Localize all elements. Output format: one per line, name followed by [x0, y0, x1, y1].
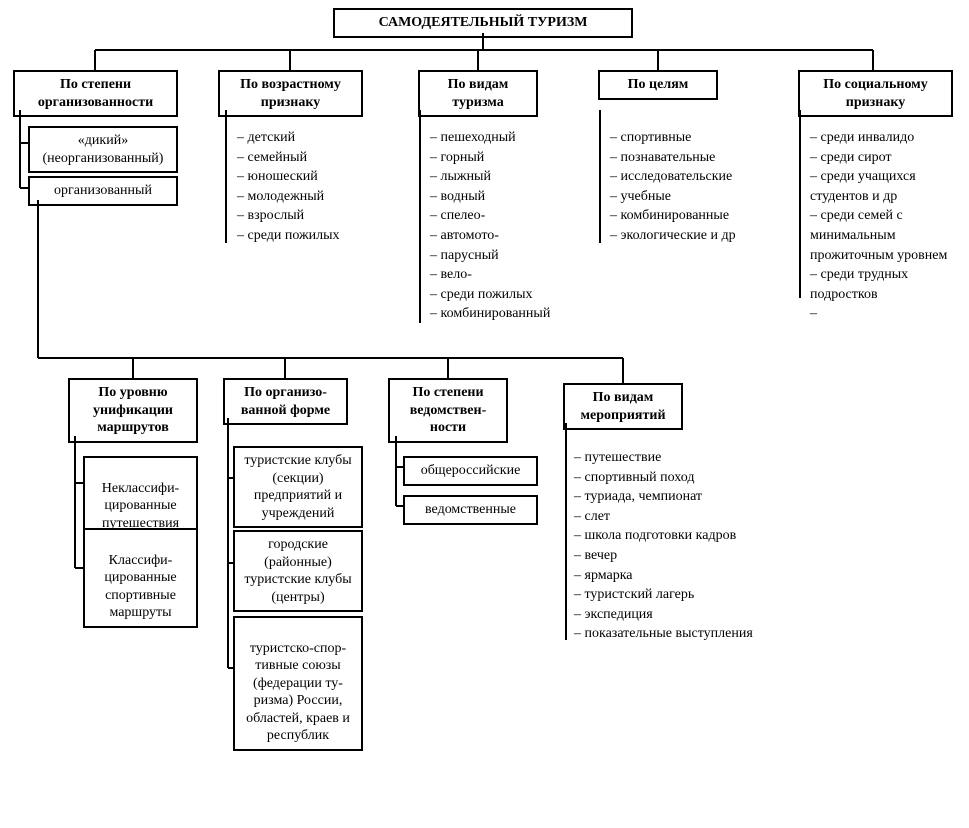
branch1-list: детский семейный юношеский молодежный вз… — [233, 126, 383, 246]
sub-header-1: По организо- ванной форме — [223, 378, 348, 425]
sub2-box1: ведомственные — [403, 495, 538, 525]
branch-header-3: По целям — [598, 70, 718, 100]
sub1-box0: туристские клубы (секции) предприятий и … — [233, 446, 363, 528]
branch2-list: пешеходный горный лыжный водный спелео- … — [426, 126, 586, 324]
sub3-list: путешествие спортивный поход туриада, че… — [570, 446, 800, 644]
sub1-box1: городские (районные) туристские клубы (ц… — [233, 530, 363, 612]
sub2-box0: общероссийские — [403, 456, 538, 486]
branch-header-2: По видам туризма — [418, 70, 538, 117]
sub0-box1: Классифи- цированные спортивные маршруты — [83, 528, 198, 628]
branch0-box1: организованный — [28, 176, 178, 206]
branch0-box0: «дикий» (неорганизованный) — [28, 126, 178, 173]
sub1-box2: туристско-спор- тивные союзы (федерации … — [233, 616, 363, 751]
sub-header-0: По уровню унификации маршрутов — [68, 378, 198, 443]
sub-header-3: По видам мероприятий — [563, 383, 683, 430]
branch-header-1: По возрастному признаку — [218, 70, 363, 117]
root-node: САМОДЕЯТЕЛЬНЫЙ ТУРИЗМ — [333, 8, 633, 38]
branch3-list: спортивные познавательные исследовательс… — [606, 126, 786, 246]
sub-header-2: По степени ведомствен- ности — [388, 378, 508, 443]
branch-header-4: По социальному признаку — [798, 70, 953, 117]
branch4-list: среди инвалидо среди сирот среди учащихс… — [806, 126, 961, 324]
sub0-box0: Неклассифи- цированные путешествия — [83, 456, 198, 538]
branch-header-0: По степени организованности — [13, 70, 178, 117]
root-title: САМОДЕЯТЕЛЬНЫЙ ТУРИЗМ — [379, 15, 588, 30]
